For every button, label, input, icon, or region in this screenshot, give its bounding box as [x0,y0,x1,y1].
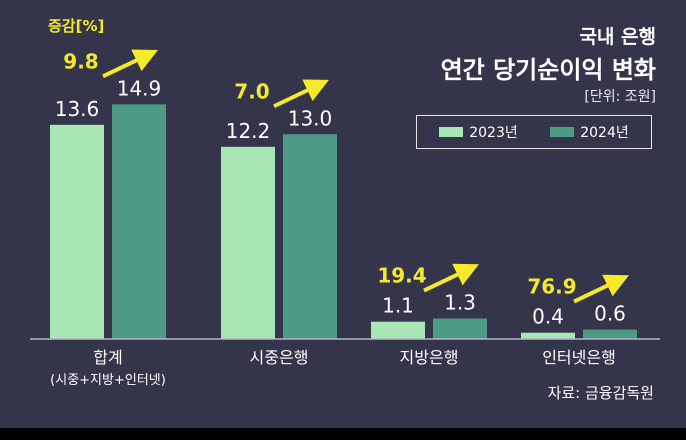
source-label: 자료: 금융감독원 [547,384,654,402]
value-label-commercial-2023: 12.2 [226,119,271,143]
change-arrow-commercial [273,79,330,109]
value-label-total-2024: 14.9 [117,76,162,100]
value-label-total-2023: 13.6 [55,97,100,121]
change-percent-label: 증감[%] [48,17,105,35]
category-label-commercial: 시중은행 [250,348,309,367]
bar-internet-2023 [521,332,575,339]
change-label-commercial: 7.0 [234,79,269,103]
value-label-internet-2024: 0.6 [594,302,626,326]
change-arrow-regional [423,263,480,293]
change-label-internet: 76.9 [527,275,576,299]
bar-chart: 13.6 14.9 9.8 합계 (시중+지방+인터넷) 12.2 13.0 7.0 시중은행 1… [30,49,660,388]
chart-frame: 13.6 14.9 9.8 합계 (시중+지방+인터넷) 12.2 13.0 7.0 시중은행 1… [0,0,686,428]
legend-swatch-2024 [550,127,575,137]
bar-commercial-2023 [221,146,275,339]
change-arrow-internet [573,274,630,304]
bar-regional-2023 [371,321,425,339]
chart-title-line1: 국내 은행 [579,26,656,48]
change-arrow-total [102,49,159,79]
legend-swatch-2023 [439,127,464,137]
category-label-regional: 지방은행 [400,348,459,367]
category-label-internet: 인터넷은행 [542,348,616,367]
legend-item-2023: 2023년 [439,122,518,142]
unit-label: [단위: 조원] [584,89,656,105]
legend: 2023년 2024년 [416,115,652,149]
bar-internet-2024 [583,329,637,339]
value-label-commercial-2024: 13.0 [288,106,333,130]
value-label-internet-2023: 0.4 [532,305,564,329]
legend-label-2023: 2023년 [469,125,518,141]
category-label-total: 합계 [93,348,122,367]
bar-commercial-2024 [283,134,337,339]
legend-label-2024: 2024년 [580,125,629,141]
chart-title: 연간 당기순이익 변화 [440,56,656,84]
change-label-regional: 19.4 [377,264,426,288]
bar-regional-2024 [433,318,487,339]
value-label-regional-2023: 1.1 [382,294,414,318]
category-sublabel-total: (시중+지방+인터넷) [50,373,166,388]
legend-item-2024: 2024년 [550,122,629,142]
value-label-regional-2024: 1.3 [444,291,476,315]
bar-total-2023 [50,124,104,339]
bar-total-2024 [112,104,166,339]
change-label-total: 9.8 [63,49,98,73]
